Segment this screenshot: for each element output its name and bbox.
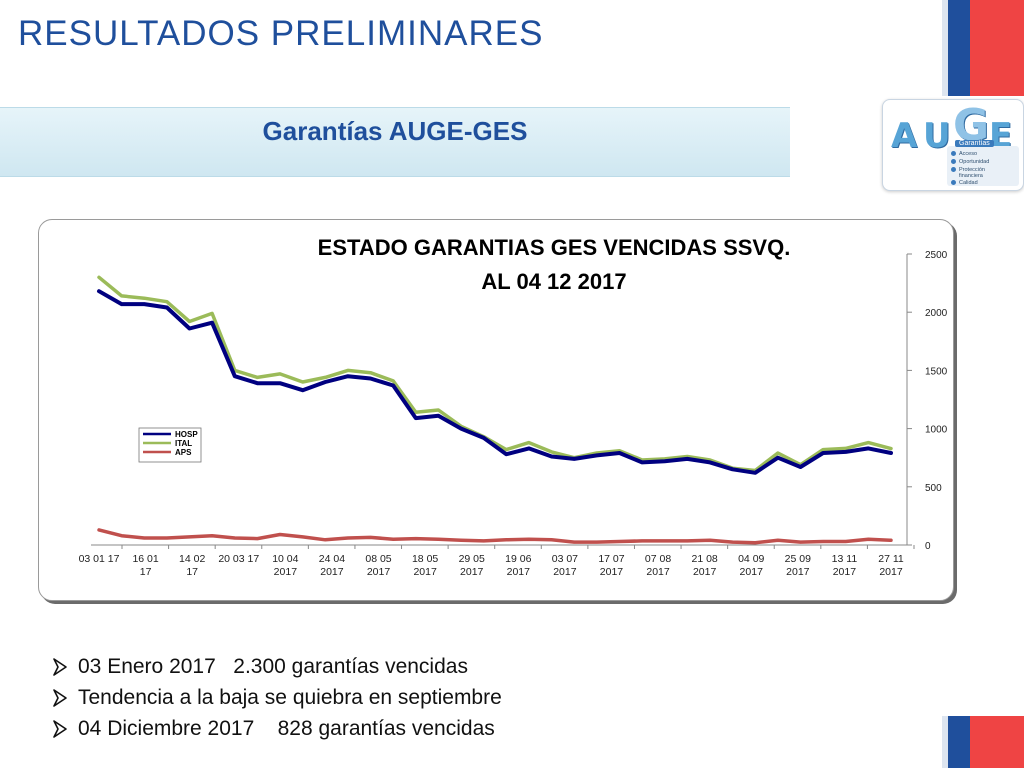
x-tick-label: 19 06 — [505, 553, 531, 565]
logo-panel-title: Garantías — [955, 140, 994, 147]
arrow-bullet-icon — [53, 719, 67, 738]
x-tick-label: 27 11 — [878, 553, 904, 565]
x-tick-label: 17 — [140, 566, 152, 578]
logo-item: Oportunidad — [951, 159, 989, 165]
chart-title-line: AL 04 12 2017 — [481, 269, 626, 294]
bullet-list: 03 Enero 2017 2.300 garantías vencidas T… — [50, 651, 910, 744]
x-tick-label: 04 09 — [738, 553, 764, 565]
x-tick-label: 2017 — [879, 566, 903, 578]
y-tick-label: 2500 — [925, 250, 948, 261]
y-tick-label: 1000 — [925, 425, 948, 436]
x-tick-label: 2017 — [274, 566, 298, 578]
x-tick-label: 2017 — [600, 566, 624, 578]
logo-item: Protección — [951, 167, 985, 173]
bullet-item: Tendencia a la baja se quiebra en septie… — [50, 682, 910, 713]
x-tick-label: 03 07 — [552, 553, 578, 565]
check-icon — [951, 151, 956, 157]
x-tick-label: 14 02 — [179, 553, 205, 565]
x-tick-label: 08 05 — [365, 553, 391, 565]
y-tick-label: 2000 — [925, 308, 948, 319]
x-tick-label: 17 07 — [598, 553, 624, 565]
logo-item: financiera — [959, 173, 983, 179]
x-tick-label: 2017 — [460, 566, 484, 578]
check-icon — [951, 159, 956, 165]
bullet-text: 03 Enero 2017 2.300 garantías vencidas — [78, 654, 468, 678]
x-tick-label: 07 08 — [645, 553, 671, 565]
logo-letter-u: U — [923, 116, 951, 156]
flag-decoration-top — [942, 0, 1024, 96]
x-tick-label: 16 01 — [132, 553, 158, 565]
x-tick-label: 18 05 — [412, 553, 438, 565]
y-tick-label: 0 — [925, 541, 931, 552]
legend-label: HOSP — [175, 430, 198, 439]
x-tick-label: 20 03 17 — [218, 553, 259, 565]
x-tick-label: 2017 — [833, 566, 857, 578]
x-tick-label: 03 01 17 — [79, 553, 120, 565]
x-tick-label: 24 04 — [319, 553, 345, 565]
chart-panel: ESTADO GARANTIAS GES VENCIDAS SSVQ. AL 04… — [38, 219, 954, 601]
series-line-hosp — [97, 289, 893, 475]
flag-decoration-bottom — [942, 716, 1024, 768]
x-tick-label: 2017 — [413, 566, 437, 578]
x-tick-label: 10 04 — [272, 553, 298, 565]
x-tick-label: 25 09 — [785, 553, 811, 565]
bullet-text: Tendencia a la baja se quiebra en septie… — [78, 685, 502, 709]
auge-logo: A U G E Garantías Acceso Oportunidad Pro… — [882, 99, 1024, 191]
check-icon — [951, 180, 956, 186]
x-tick-label: 13 11 — [832, 553, 858, 565]
x-tick-label: 2017 — [553, 566, 577, 578]
x-tick-label: 2017 — [320, 566, 344, 578]
x-tick-label: 2017 — [367, 566, 391, 578]
series-line-ital — [97, 275, 893, 473]
x-tick-label: 2017 — [786, 566, 810, 578]
x-tick-label: 2017 — [507, 566, 531, 578]
legend-label: ITAL — [175, 439, 192, 448]
x-tick-label: 2017 — [740, 566, 764, 578]
check-icon — [951, 167, 956, 173]
logo-item: Acceso — [951, 151, 977, 157]
x-tick-label: 17 — [186, 566, 198, 578]
legend-label: APS — [175, 448, 192, 457]
line-chart: ESTADO GARANTIAS GES VENCIDAS SSVQ. AL 04… — [79, 235, 948, 578]
y-tick-label: 500 — [925, 483, 942, 494]
y-tick-label: 1500 — [925, 366, 948, 377]
arrow-bullet-icon — [53, 657, 67, 676]
x-tick-label: 29 05 — [459, 553, 485, 565]
x-tick-label: 2017 — [646, 566, 670, 578]
bullet-text: 04 Diciembre 2017 828 garantías vencidas — [78, 716, 495, 740]
series-line-aps — [97, 528, 893, 545]
logo-panel — [947, 146, 1019, 186]
slide-subtitle: Garantías AUGE-GES — [262, 116, 528, 146]
bullet-item: 04 Diciembre 2017 828 garantías vencidas — [50, 713, 910, 744]
arrow-bullet-icon — [53, 688, 67, 707]
x-tick-label: 21 08 — [692, 553, 718, 565]
logo-letter-a: A — [891, 116, 918, 156]
chart-title-line: ESTADO GARANTIAS GES VENCIDAS SSVQ. — [318, 235, 791, 260]
slide-title: RESULTADOS PRELIMINARES — [18, 14, 544, 53]
logo-item: Calidad — [951, 180, 978, 186]
subtitle-band — [0, 107, 790, 177]
bullet-item: 03 Enero 2017 2.300 garantías vencidas — [50, 651, 910, 682]
x-tick-label: 2017 — [693, 566, 717, 578]
